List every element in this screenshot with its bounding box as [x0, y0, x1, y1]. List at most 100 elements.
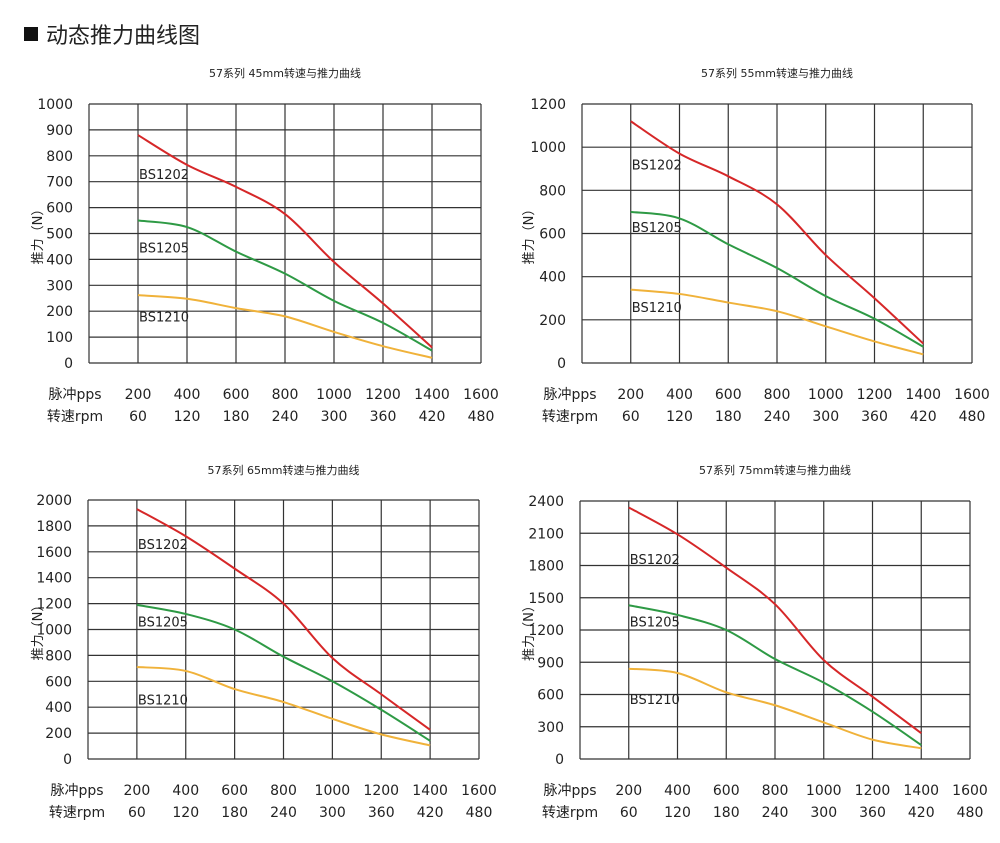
- x-tick-label-pps: 1000: [808, 387, 844, 403]
- chart-title: 57系列 45mm转速与推力曲线: [209, 66, 361, 80]
- y-axis-label: 推力（N）: [522, 599, 537, 661]
- x-tick-label-pps: 600: [713, 783, 740, 799]
- x-tick-label-rpm: 300: [812, 409, 839, 425]
- x-tick-label-pps: 1200: [855, 783, 891, 799]
- chart-3: 57系列 65mm转速与推力曲线 0 200 400 600 800 1000 1200 140…: [31, 463, 497, 821]
- y-tick-label: 100: [46, 330, 73, 346]
- x-tick-label-rpm: 120: [174, 409, 201, 425]
- x-axis-label-rpm: 转速rpm: [542, 409, 598, 425]
- series-label-bs1202: BS1202: [139, 168, 189, 183]
- y-axis-label: 推力（N）: [31, 203, 46, 265]
- chart-2: 57系列 55mm转速与推力曲线 0 200 400 600 800 1000 1200 200…: [522, 66, 990, 425]
- x-tick-label-pps: 400: [664, 783, 691, 799]
- y-tick-label: 1000: [36, 623, 72, 639]
- y-tick-label: 600: [537, 688, 564, 704]
- y-tick-label: 1000: [530, 140, 566, 156]
- x-tick-label-pps: 1400: [414, 387, 450, 403]
- series-line-bs1210: [628, 667, 922, 750]
- x-tick-label-pps: 400: [174, 387, 201, 403]
- x-tick-label-pps: 800: [764, 387, 791, 403]
- y-tick-label: 1200: [36, 597, 72, 613]
- x-axis-label-pps: 脉冲pps: [48, 387, 101, 403]
- series-line-bs1210: [136, 666, 431, 747]
- y-tick-label: 1000: [37, 97, 73, 113]
- x-axis-label-pps: 脉冲pps: [50, 783, 103, 799]
- series-line-bs1202: [137, 134, 433, 349]
- y-tick-label: 900: [46, 123, 73, 139]
- x-tick-label-rpm: 60: [620, 805, 638, 821]
- x-tick-label-pps: 400: [666, 387, 693, 403]
- x-tick-label-pps: 1400: [903, 783, 939, 799]
- y-tick-label: 200: [46, 304, 73, 320]
- y-tick-label: 600: [46, 201, 73, 217]
- x-tick-label-rpm: 480: [959, 409, 986, 425]
- x-axis-label-pps: 脉冲pps: [543, 387, 596, 403]
- x-tick-label-pps: 1000: [806, 783, 842, 799]
- x-tick-label-rpm: 420: [417, 805, 444, 821]
- x-tick-label-pps: 600: [221, 783, 248, 799]
- series-label-bs1210: BS1210: [139, 310, 189, 325]
- series-label-bs1210: BS1210: [630, 693, 680, 708]
- x-tick-label-rpm: 300: [810, 805, 837, 821]
- series-label-bs1202: BS1202: [138, 538, 188, 553]
- y-tick-label: 1400: [36, 571, 72, 587]
- series-label-bs1205: BS1205: [630, 615, 680, 630]
- y-tick-label: 1200: [530, 97, 566, 113]
- page-title: 动态推力曲线图: [46, 24, 201, 49]
- x-tick-label-pps: 600: [715, 387, 742, 403]
- y-tick-label: 1600: [36, 545, 72, 561]
- x-axis-label-rpm: 转速rpm: [49, 805, 105, 821]
- x-tick-label-rpm: 480: [466, 805, 493, 821]
- y-tick-label: 1800: [36, 519, 72, 535]
- series-label-bs1205: BS1205: [138, 616, 188, 631]
- series-line-bs1210: [137, 294, 433, 359]
- x-axis-label-pps: 脉冲pps: [543, 783, 596, 799]
- x-tick-label-rpm: 360: [859, 805, 886, 821]
- x-tick-label-rpm: 240: [270, 805, 297, 821]
- y-tick-label: 400: [539, 270, 566, 286]
- x-tick-label-rpm: 420: [910, 409, 937, 425]
- x-tick-label-pps: 200: [124, 783, 151, 799]
- series-label-bs1202: BS1202: [630, 553, 680, 568]
- chart-title: 57系列 65mm转速与推力曲线: [208, 463, 360, 477]
- x-tick-label-rpm: 60: [129, 409, 147, 425]
- x-tick-label-rpm: 360: [370, 409, 397, 425]
- x-tick-label-pps: 200: [617, 387, 644, 403]
- x-tick-label-rpm: 240: [764, 409, 791, 425]
- x-tick-label-pps: 200: [615, 783, 642, 799]
- series-label-bs1202: BS1202: [632, 158, 682, 173]
- series-line-bs1205: [628, 604, 922, 746]
- series-label-bs1210: BS1210: [632, 301, 682, 316]
- y-tick-label: 800: [46, 149, 73, 165]
- x-tick-label-pps: 1600: [461, 783, 497, 799]
- y-tick-label: 700: [46, 175, 73, 191]
- x-tick-label-pps: 1400: [412, 783, 448, 799]
- x-tick-label-rpm: 420: [908, 805, 935, 821]
- y-tick-label: 0: [63, 752, 72, 768]
- y-axis-label: 推力（N）: [31, 599, 46, 661]
- series-line-bs1202: [630, 120, 924, 345]
- chart-4: 57系列 75mm转速与推力曲线 0 300 600 900 1200 1500 1800 21…: [522, 463, 988, 821]
- y-tick-label: 600: [539, 227, 566, 243]
- x-tick-label-rpm: 180: [223, 409, 250, 425]
- x-tick-label-rpm: 480: [468, 409, 495, 425]
- x-tick-label-rpm: 120: [172, 805, 199, 821]
- x-tick-label-rpm: 240: [272, 409, 299, 425]
- x-tick-label-pps: 1600: [463, 387, 499, 403]
- y-tick-label: 1500: [528, 591, 564, 607]
- y-axis-label: 推力（N）: [522, 203, 537, 265]
- y-tick-label: 2100: [528, 526, 564, 542]
- x-tick-label-pps: 800: [270, 783, 297, 799]
- x-tick-label-pps: 400: [172, 783, 199, 799]
- series-line-bs1205: [136, 603, 431, 742]
- x-tick-label-pps: 1200: [365, 387, 401, 403]
- chart-1: 57系列 45mm转速与推力曲线 0 100 200 300 400 500 600 700 80…: [31, 66, 499, 425]
- x-axis-label-rpm: 转速rpm: [542, 805, 598, 821]
- series-label-bs1205: BS1205: [632, 221, 682, 236]
- x-tick-label-rpm: 300: [321, 409, 348, 425]
- chart-title: 57系列 75mm转速与推力曲线: [699, 463, 851, 477]
- x-tick-label-rpm: 60: [622, 409, 640, 425]
- y-tick-label: 2400: [528, 494, 564, 510]
- x-tick-label-rpm: 180: [715, 409, 742, 425]
- series-line-bs1202: [628, 506, 922, 735]
